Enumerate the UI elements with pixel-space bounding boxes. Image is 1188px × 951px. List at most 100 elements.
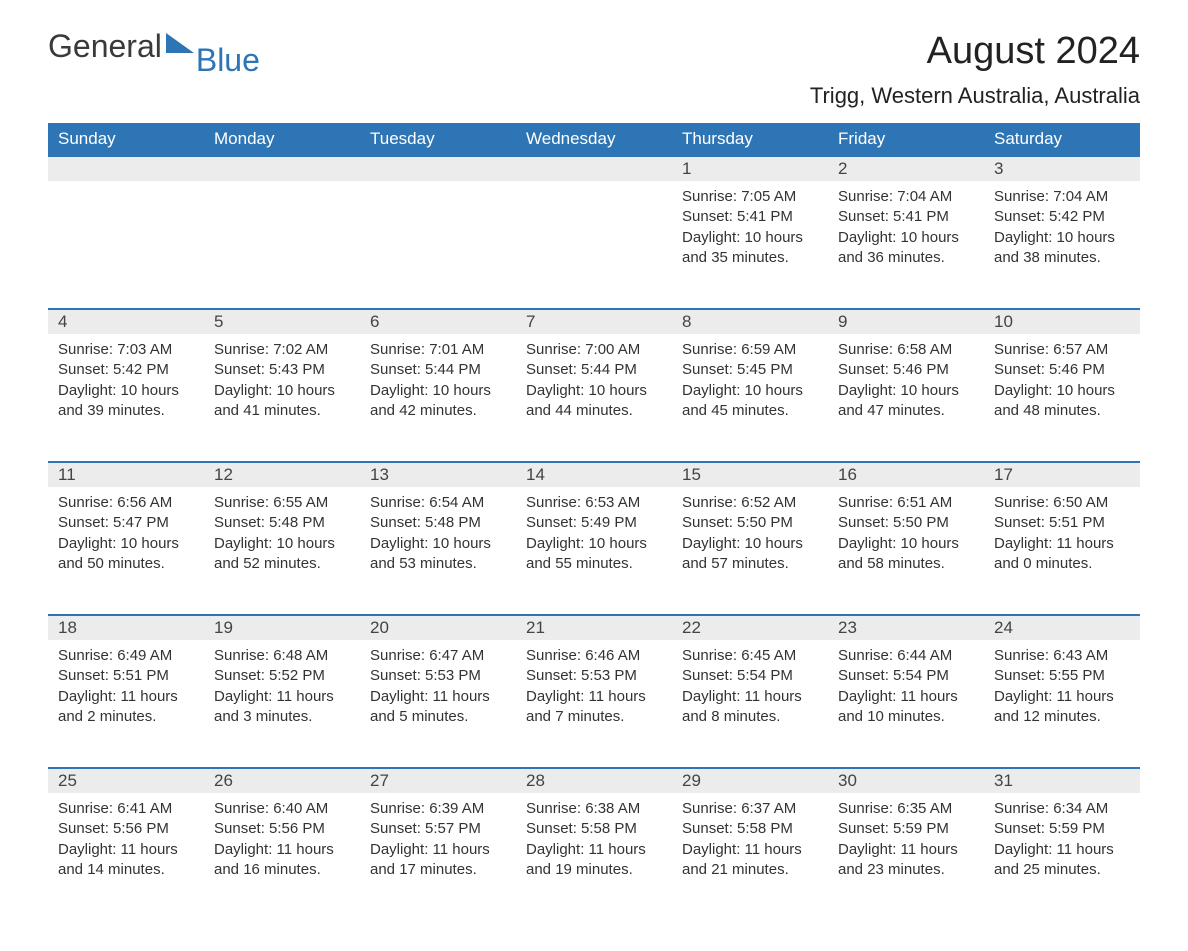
brand-wedge-icon — [166, 31, 194, 53]
daylight-line: Daylight: 10 hours and 55 minutes. — [526, 534, 662, 575]
day-number-cell: 31 — [984, 768, 1140, 793]
sunset-line: Sunset: 5:44 PM — [526, 360, 662, 380]
sunrise-line: Sunrise: 6:47 AM — [370, 646, 506, 666]
day-detail-cell: Sunrise: 6:41 AMSunset: 5:56 PMDaylight:… — [48, 793, 204, 921]
day-number-cell: 22 — [672, 615, 828, 640]
day-number-cell: 13 — [360, 462, 516, 487]
page-header: General Blue August 2024 Trigg, Western … — [48, 30, 1140, 109]
day-detail-cell: Sunrise: 7:05 AMSunset: 5:41 PMDaylight:… — [672, 181, 828, 309]
day-detail-cell: Sunrise: 6:38 AMSunset: 5:58 PMDaylight:… — [516, 793, 672, 921]
day-number-cell: 25 — [48, 768, 204, 793]
daylight-line: Daylight: 11 hours and 12 minutes. — [994, 687, 1130, 728]
daylight-line: Daylight: 10 hours and 35 minutes. — [682, 228, 818, 269]
sunrise-line: Sunrise: 7:04 AM — [994, 187, 1130, 207]
sunset-line: Sunset: 5:46 PM — [994, 360, 1130, 380]
day-detail-cell: Sunrise: 6:56 AMSunset: 5:47 PMDaylight:… — [48, 487, 204, 615]
column-header: Friday — [828, 123, 984, 156]
sunset-line: Sunset: 5:42 PM — [58, 360, 194, 380]
sunrise-line: Sunrise: 6:43 AM — [994, 646, 1130, 666]
week-detail-row: Sunrise: 6:41 AMSunset: 5:56 PMDaylight:… — [48, 793, 1140, 921]
sunrise-line: Sunrise: 7:05 AM — [682, 187, 818, 207]
sunrise-line: Sunrise: 6:51 AM — [838, 493, 974, 513]
daylight-line: Daylight: 11 hours and 23 minutes. — [838, 840, 974, 881]
column-header: Thursday — [672, 123, 828, 156]
sunrise-line: Sunrise: 6:53 AM — [526, 493, 662, 513]
day-number-cell: 9 — [828, 309, 984, 334]
daylight-line: Daylight: 10 hours and 42 minutes. — [370, 381, 506, 422]
day-detail-cell — [360, 181, 516, 309]
day-number-cell: 7 — [516, 309, 672, 334]
sunset-line: Sunset: 5:50 PM — [682, 513, 818, 533]
sunrise-line: Sunrise: 6:52 AM — [682, 493, 818, 513]
sunset-line: Sunset: 5:53 PM — [526, 666, 662, 686]
daylight-line: Daylight: 10 hours and 50 minutes. — [58, 534, 194, 575]
daylight-line: Daylight: 11 hours and 16 minutes. — [214, 840, 350, 881]
sunset-line: Sunset: 5:58 PM — [526, 819, 662, 839]
day-number-cell: 10 — [984, 309, 1140, 334]
day-detail-cell: Sunrise: 6:59 AMSunset: 5:45 PMDaylight:… — [672, 334, 828, 462]
column-header: Saturday — [984, 123, 1140, 156]
day-detail-cell: Sunrise: 7:04 AMSunset: 5:42 PMDaylight:… — [984, 181, 1140, 309]
day-detail-cell — [204, 181, 360, 309]
day-detail-cell: Sunrise: 7:01 AMSunset: 5:44 PMDaylight:… — [360, 334, 516, 462]
day-number-cell: 8 — [672, 309, 828, 334]
daylight-line: Daylight: 11 hours and 2 minutes. — [58, 687, 194, 728]
day-detail-cell: Sunrise: 6:49 AMSunset: 5:51 PMDaylight:… — [48, 640, 204, 768]
daylight-line: Daylight: 11 hours and 10 minutes. — [838, 687, 974, 728]
daylight-line: Daylight: 11 hours and 21 minutes. — [682, 840, 818, 881]
day-number-cell: 26 — [204, 768, 360, 793]
sunset-line: Sunset: 5:48 PM — [370, 513, 506, 533]
day-number-cell: 1 — [672, 156, 828, 181]
day-number-cell: 12 — [204, 462, 360, 487]
day-detail-cell: Sunrise: 6:40 AMSunset: 5:56 PMDaylight:… — [204, 793, 360, 921]
daylight-line: Daylight: 10 hours and 48 minutes. — [994, 381, 1130, 422]
day-number-cell: 24 — [984, 615, 1140, 640]
day-detail-cell: Sunrise: 6:54 AMSunset: 5:48 PMDaylight:… — [360, 487, 516, 615]
sunrise-line: Sunrise: 6:48 AM — [214, 646, 350, 666]
sunrise-line: Sunrise: 6:44 AM — [838, 646, 974, 666]
daylight-line: Daylight: 11 hours and 19 minutes. — [526, 840, 662, 881]
sunset-line: Sunset: 5:58 PM — [682, 819, 818, 839]
daylight-line: Daylight: 10 hours and 58 minutes. — [838, 534, 974, 575]
day-detail-cell: Sunrise: 6:34 AMSunset: 5:59 PMDaylight:… — [984, 793, 1140, 921]
day-number-cell: 21 — [516, 615, 672, 640]
daylight-line: Daylight: 11 hours and 5 minutes. — [370, 687, 506, 728]
week-detail-row: Sunrise: 6:56 AMSunset: 5:47 PMDaylight:… — [48, 487, 1140, 615]
week-daynum-row: 45678910 — [48, 309, 1140, 334]
day-number-cell: 20 — [360, 615, 516, 640]
sunset-line: Sunset: 5:51 PM — [58, 666, 194, 686]
sunset-line: Sunset: 5:50 PM — [838, 513, 974, 533]
day-detail-cell: Sunrise: 7:00 AMSunset: 5:44 PMDaylight:… — [516, 334, 672, 462]
daylight-line: Daylight: 10 hours and 36 minutes. — [838, 228, 974, 269]
sunset-line: Sunset: 5:51 PM — [994, 513, 1130, 533]
daylight-line: Daylight: 10 hours and 39 minutes. — [58, 381, 194, 422]
day-detail-cell: Sunrise: 6:47 AMSunset: 5:53 PMDaylight:… — [360, 640, 516, 768]
week-detail-row: Sunrise: 7:03 AMSunset: 5:42 PMDaylight:… — [48, 334, 1140, 462]
sunrise-line: Sunrise: 7:00 AM — [526, 340, 662, 360]
brand-logo: General Blue — [48, 30, 260, 62]
day-detail-cell: Sunrise: 6:57 AMSunset: 5:46 PMDaylight:… — [984, 334, 1140, 462]
sunset-line: Sunset: 5:59 PM — [838, 819, 974, 839]
day-number-cell: 6 — [360, 309, 516, 334]
sunset-line: Sunset: 5:43 PM — [214, 360, 350, 380]
daylight-line: Daylight: 11 hours and 14 minutes. — [58, 840, 194, 881]
day-number-cell: 28 — [516, 768, 672, 793]
daylight-line: Daylight: 11 hours and 0 minutes. — [994, 534, 1130, 575]
page-title: August 2024 — [810, 30, 1140, 73]
sunrise-line: Sunrise: 6:34 AM — [994, 799, 1130, 819]
sunset-line: Sunset: 5:59 PM — [994, 819, 1130, 839]
column-header: Sunday — [48, 123, 204, 156]
day-number-cell — [48, 156, 204, 181]
day-number-cell: 17 — [984, 462, 1140, 487]
day-detail-cell: Sunrise: 6:37 AMSunset: 5:58 PMDaylight:… — [672, 793, 828, 921]
day-detail-cell: Sunrise: 6:50 AMSunset: 5:51 PMDaylight:… — [984, 487, 1140, 615]
daylight-line: Daylight: 11 hours and 7 minutes. — [526, 687, 662, 728]
daylight-line: Daylight: 10 hours and 38 minutes. — [994, 228, 1130, 269]
sunrise-line: Sunrise: 6:40 AM — [214, 799, 350, 819]
day-number-cell: 11 — [48, 462, 204, 487]
sunrise-line: Sunrise: 6:58 AM — [838, 340, 974, 360]
sunset-line: Sunset: 5:54 PM — [682, 666, 818, 686]
day-detail-cell: Sunrise: 6:55 AMSunset: 5:48 PMDaylight:… — [204, 487, 360, 615]
sunset-line: Sunset: 5:52 PM — [214, 666, 350, 686]
day-detail-cell: Sunrise: 6:53 AMSunset: 5:49 PMDaylight:… — [516, 487, 672, 615]
